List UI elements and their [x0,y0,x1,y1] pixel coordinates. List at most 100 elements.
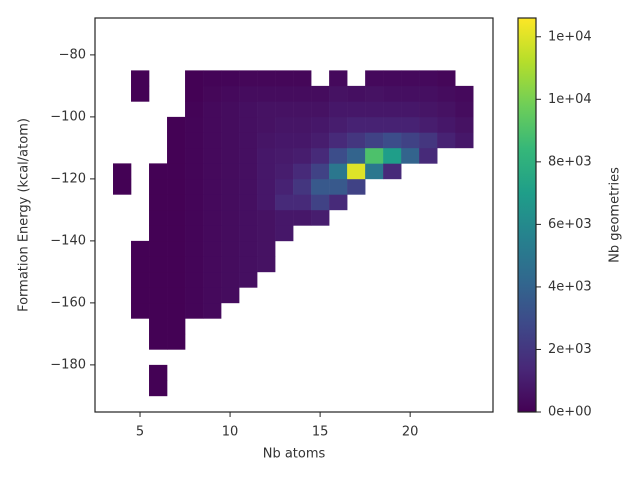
heatmap-cell [131,287,150,304]
x-axis-label: Nb atoms [263,447,326,462]
heatmap-cell [203,147,222,164]
heatmap-cell [257,116,276,133]
heatmap-cell [167,194,186,211]
heatmap-cell [239,101,258,118]
y-tick-label: −120 [50,171,86,186]
heatmap-cell [455,132,474,149]
heatmap-cell [221,163,240,180]
heatmap-cell [203,194,222,211]
heatmap-cell [239,147,258,164]
heatmap-cell [257,194,276,211]
heatmap-cell [257,132,276,149]
heatmap-cell [167,302,186,319]
heatmap-cell [383,85,402,102]
heatmap-cell [455,101,474,118]
heatmap-cell [149,333,168,350]
heatmap-cell [293,132,312,149]
heatmap-cell [275,194,294,211]
x-tick-label: 10 [222,425,239,440]
y-tick-label: −140 [50,233,86,248]
heatmap-cell [149,364,168,381]
heatmap-cell [329,163,348,180]
heatmap-cell [419,85,438,102]
heatmap-cell [131,85,150,102]
heatmap-cell [383,116,402,133]
heatmap-cell [257,178,276,195]
heatmap-cell [293,209,312,226]
heatmap-cell [131,302,150,319]
heatmap-cell [149,209,168,226]
heatmap-cell [203,178,222,195]
heatmap-cell [257,85,276,102]
heatmap-cell [149,178,168,195]
heatmap-cell [257,256,276,273]
heatmap-cell [203,101,222,118]
heatmap-cell [221,132,240,149]
heatmap-cell [221,271,240,288]
heatmap-cell [167,271,186,288]
heatmap-cell [329,178,348,195]
heatmap-cell [311,147,330,164]
heatmap-cell [203,287,222,304]
heatmap-cell [383,70,402,87]
heatmap-cell [419,116,438,133]
heatmap-cell [149,318,168,335]
heatmap-cell [221,256,240,273]
heatmap-cell [311,163,330,180]
heatmap-cell [311,116,330,133]
heatmap-cell [257,163,276,180]
heatmap-cell [149,287,168,304]
heatmap-cell [311,209,330,226]
heatmap-cell [347,116,366,133]
heatmap-cell [419,147,438,164]
heatmap-cell [455,116,474,133]
heatmap-cell [221,101,240,118]
heatmap-cell [419,132,438,149]
heatmap-cell [239,70,258,87]
heatmap-cell [383,147,402,164]
heatmap-cell [275,225,294,242]
heatmap-cell [365,101,384,118]
heatmap-cell [329,132,348,149]
heatmap-cell [437,85,456,102]
heatmap-cell [185,178,204,195]
heatmap-cell [275,178,294,195]
heatmap-cell [167,163,186,180]
heatmap-cell [347,85,366,102]
heatmap-cell [383,101,402,118]
heatmap-cell [239,194,258,211]
heatmap-cell [401,132,420,149]
heatmap-cell [203,302,222,319]
heatmap-cell [221,70,240,87]
heatmap-cell [203,132,222,149]
heatmap-cell [203,256,222,273]
colorbar-frame [517,17,537,413]
heatmap-cell [203,116,222,133]
heatmap-cell [365,70,384,87]
heatmap-cell [365,147,384,164]
heatmap-cell [239,209,258,226]
heatmap-cell [185,256,204,273]
heatmap-cell [113,163,132,180]
heatmap-cell [167,256,186,273]
heatmap-cell [437,101,456,118]
heatmap-cell [185,116,204,133]
heatmap-cell [203,85,222,102]
heatmap-cell [275,147,294,164]
heatmap-cell [275,163,294,180]
heatmap-cell [401,101,420,118]
heatmap-cell [329,194,348,211]
heatmap-cell [149,380,168,397]
colorbar-tick-label: 8e+03 [548,154,592,169]
y-axis-label: Formation Energy (kcal/atom) [17,118,32,312]
colorbar-tick-label: 2e+03 [548,342,592,357]
heatmap-cell [131,271,150,288]
y-tick-label: −180 [50,357,86,372]
heatmap-cell [185,271,204,288]
heatmap-cell [401,116,420,133]
colorbar [518,18,536,412]
heatmap-cell [239,116,258,133]
heatmap-cell [221,194,240,211]
colorbar-tick-label: 6e+03 [548,217,592,232]
